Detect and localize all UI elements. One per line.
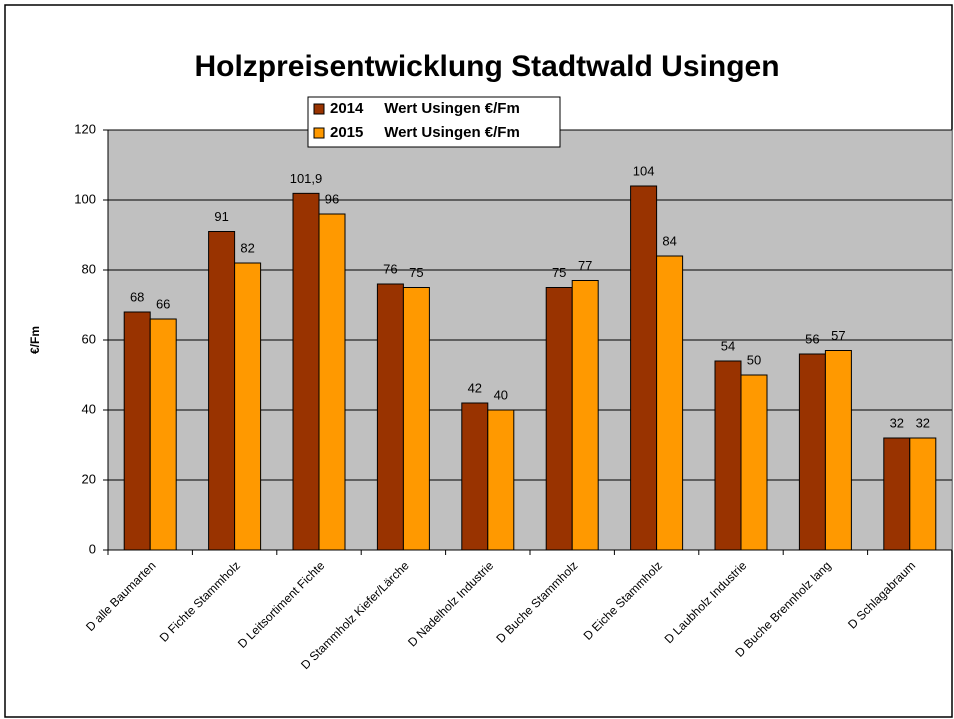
bar <box>824 350 852 551</box>
bar <box>798 353 826 551</box>
bar <box>630 185 658 551</box>
bar <box>571 280 599 551</box>
data-label: 50 <box>747 352 761 367</box>
bar <box>208 231 236 551</box>
data-label: 101,9 <box>290 171 323 186</box>
legend-swatch <box>313 127 325 139</box>
y-tick-label: 40 <box>82 401 96 416</box>
data-label: 42 <box>468 380 482 395</box>
legend-box <box>307 96 561 148</box>
y-tick-label: 60 <box>82 331 96 346</box>
y-tick-label: 80 <box>82 261 96 276</box>
bar <box>292 192 320 551</box>
bar <box>149 318 177 551</box>
bar <box>234 262 262 551</box>
bar <box>883 437 911 551</box>
data-label: 75 <box>552 265 566 280</box>
y-tick-label: 20 <box>82 471 96 486</box>
data-label: 40 <box>494 387 508 402</box>
y-axis-label: €/Fm <box>28 326 42 354</box>
bar <box>123 311 151 551</box>
data-label: 96 <box>325 191 339 206</box>
data-label: 82 <box>240 240 254 255</box>
data-label: 56 <box>805 331 819 346</box>
legend-label: 2015 Wert Usingen €/Fm <box>330 124 520 141</box>
legend-swatch <box>313 103 325 115</box>
y-tick-label: 0 <box>89 541 96 556</box>
data-label: 77 <box>578 258 592 273</box>
y-tick-label: 120 <box>74 121 96 136</box>
data-label: 84 <box>662 233 676 248</box>
data-label: 32 <box>916 415 930 430</box>
bar <box>909 437 937 551</box>
data-label: 32 <box>890 415 904 430</box>
data-label: 68 <box>130 289 144 304</box>
bar <box>656 255 684 551</box>
data-label: 57 <box>831 328 845 343</box>
bar <box>402 287 430 551</box>
data-label: 76 <box>383 261 397 276</box>
chart-title: Holzpreisentwicklung Stadtwald Usingen <box>194 50 779 83</box>
data-label: 91 <box>214 209 228 224</box>
data-label: 54 <box>721 338 735 353</box>
bar <box>714 360 742 551</box>
data-label: 104 <box>633 163 655 178</box>
legend-label: 2014 Wert Usingen €/Fm <box>330 100 520 117</box>
bar <box>545 287 573 551</box>
bar <box>487 409 515 551</box>
bar <box>376 283 404 551</box>
data-label: 66 <box>156 296 170 311</box>
data-label: 75 <box>409 265 423 280</box>
bar <box>461 402 489 551</box>
y-tick-label: 100 <box>74 191 96 206</box>
bar <box>318 213 346 551</box>
bar <box>740 374 768 551</box>
